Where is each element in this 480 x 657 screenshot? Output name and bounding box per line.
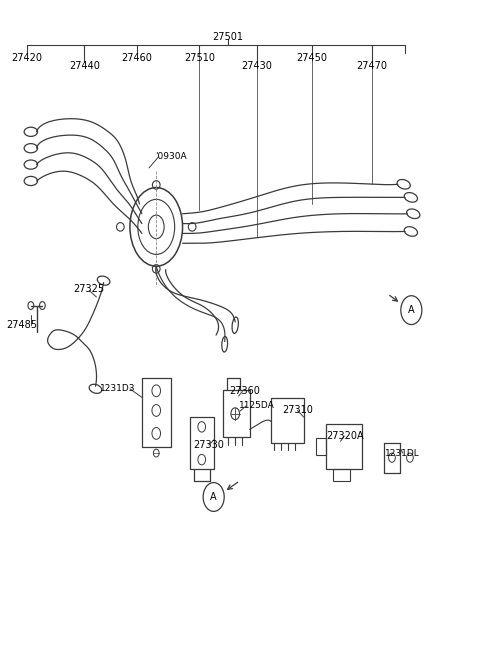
Text: 27510: 27510 bbox=[184, 53, 215, 62]
Text: A: A bbox=[210, 492, 217, 502]
Text: 27440: 27440 bbox=[69, 61, 100, 71]
Text: 27325: 27325 bbox=[73, 284, 105, 294]
Text: 1231DL: 1231DL bbox=[385, 449, 420, 457]
Text: 27330: 27330 bbox=[193, 440, 224, 450]
Text: 27485: 27485 bbox=[7, 320, 38, 330]
Bar bbox=[333, 470, 350, 482]
Text: 27460: 27460 bbox=[121, 53, 153, 62]
Text: A: A bbox=[408, 305, 415, 315]
Text: '0930A: '0930A bbox=[155, 152, 186, 161]
Bar bbox=[316, 438, 326, 455]
Bar bbox=[326, 424, 362, 470]
Text: 1231D3: 1231D3 bbox=[100, 384, 136, 394]
Text: 27430: 27430 bbox=[241, 61, 272, 71]
Text: 1125DA: 1125DA bbox=[239, 401, 275, 411]
Bar bbox=[223, 390, 250, 438]
Bar bbox=[271, 398, 304, 443]
Text: 27320A: 27320A bbox=[326, 431, 364, 441]
Bar bbox=[190, 417, 214, 470]
Text: 27450: 27450 bbox=[296, 53, 327, 62]
Text: 27360: 27360 bbox=[229, 386, 260, 396]
Text: 27501: 27501 bbox=[213, 32, 243, 43]
Text: 27470: 27470 bbox=[356, 61, 387, 71]
Text: 27420: 27420 bbox=[12, 53, 43, 62]
Text: 27310: 27310 bbox=[282, 405, 313, 415]
